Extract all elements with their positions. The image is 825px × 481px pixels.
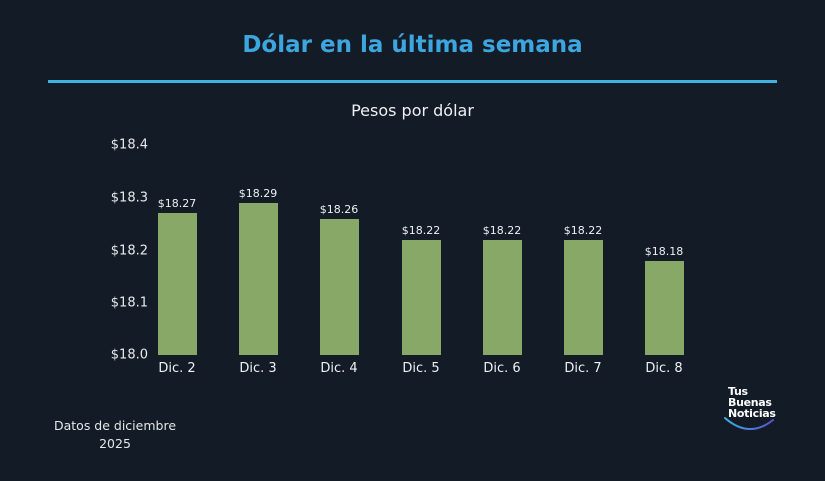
bar bbox=[644, 260, 684, 355]
x-tick-label: Dic. 3 bbox=[239, 361, 277, 376]
footnote-line1: Datos de diciembre bbox=[53, 418, 177, 433]
bar bbox=[563, 239, 603, 355]
y-tick: $18.4 bbox=[110, 137, 148, 153]
x-tick-label: Dic. 7 bbox=[564, 361, 602, 376]
bar bbox=[319, 218, 359, 355]
bar-value-label: $18.18 bbox=[644, 244, 684, 258]
bar bbox=[401, 239, 441, 355]
x-tick-label: Dic. 8 bbox=[645, 361, 683, 376]
logo-line3: Noticias bbox=[728, 407, 776, 420]
bar-value-label: $18.29 bbox=[238, 186, 278, 200]
y-tick: $18.3 bbox=[110, 190, 148, 206]
bar-value-label: $18.22 bbox=[563, 223, 603, 237]
bar-value-label: $18.22 bbox=[482, 223, 522, 237]
footnote-line2: 2025 bbox=[99, 436, 131, 451]
bar bbox=[482, 239, 522, 355]
chart-title: Dólar en la última semana bbox=[242, 32, 583, 58]
bar bbox=[157, 213, 197, 355]
bar bbox=[238, 202, 278, 355]
x-tick-label: Dic. 5 bbox=[402, 361, 440, 376]
y-tick: $18.0 bbox=[110, 347, 148, 363]
x-tick-label: Dic. 6 bbox=[483, 361, 521, 376]
x-tick-label: Dic. 2 bbox=[158, 361, 196, 376]
data-source-note: Datos de diciembre 2025 bbox=[40, 417, 190, 453]
logo-smile-icon bbox=[724, 417, 774, 430]
logo-line2: Buenas bbox=[728, 396, 772, 409]
y-tick: $18.1 bbox=[110, 295, 148, 311]
title-divider bbox=[48, 80, 777, 83]
bar-value-label: $18.27 bbox=[157, 197, 197, 211]
x-tick-label: Dic. 4 bbox=[320, 361, 358, 376]
chart-subtitle: Pesos por dólar bbox=[351, 101, 474, 120]
bar-value-label: $18.22 bbox=[401, 223, 441, 237]
y-tick: $18.2 bbox=[110, 243, 148, 259]
logo-line1: Tus bbox=[728, 385, 748, 398]
bar-value-label: $18.26 bbox=[319, 202, 359, 216]
brand-logo: Tus Buenas Noticias bbox=[728, 386, 776, 419]
